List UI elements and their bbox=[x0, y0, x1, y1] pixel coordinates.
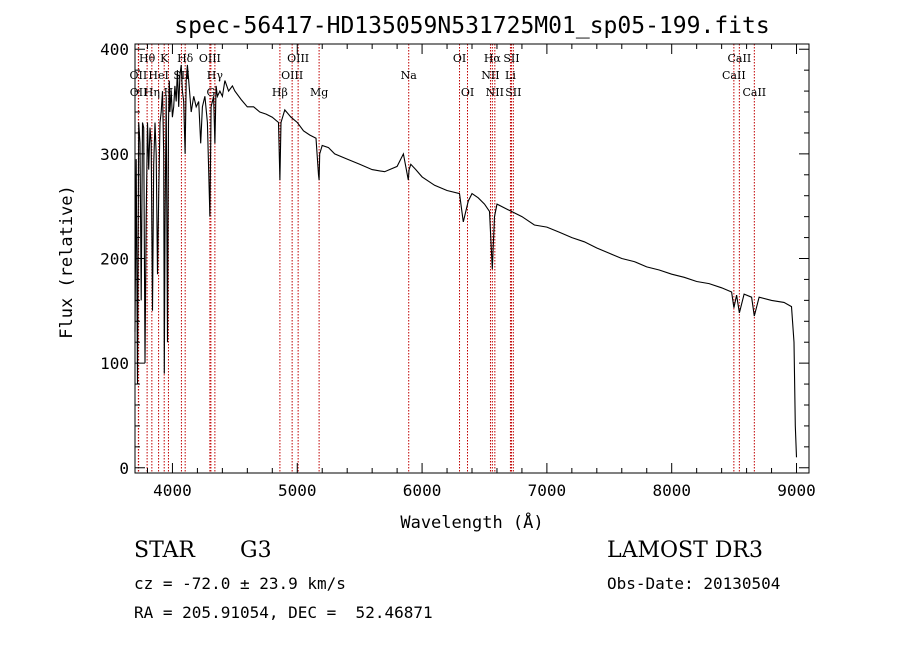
line-label: Hα bbox=[484, 52, 502, 65]
line-label: OI bbox=[453, 52, 466, 65]
y-tick-label: 300 bbox=[100, 145, 129, 164]
line-label: CaII bbox=[742, 86, 766, 99]
x-tick-label: 7000 bbox=[528, 481, 567, 500]
x-tick-label: 9000 bbox=[777, 481, 816, 500]
line-label: Hδ bbox=[177, 52, 194, 65]
line-label: SII bbox=[505, 86, 521, 99]
spectrum-line bbox=[134, 64, 798, 458]
y-tick-label: 100 bbox=[100, 354, 129, 373]
y-tick-label: 200 bbox=[100, 250, 129, 269]
object-class: STAR bbox=[134, 538, 195, 563]
line-label: CaII bbox=[722, 69, 746, 82]
x-tick-label: 4000 bbox=[153, 481, 192, 500]
line-label: Mg bbox=[310, 86, 328, 99]
x-tick-label: 6000 bbox=[403, 481, 442, 500]
y-tick-label: 0 bbox=[119, 459, 129, 478]
line-label: Hη bbox=[144, 86, 160, 99]
x-tick-label: 5000 bbox=[278, 481, 317, 500]
line-label: OIII bbox=[287, 52, 309, 65]
subclass: G3 bbox=[240, 538, 272, 563]
x-axis-label: Wavelength (Å) bbox=[400, 511, 543, 533]
y-tick-label: 400 bbox=[100, 40, 129, 59]
survey-name: LAMOST DR3 bbox=[607, 538, 763, 563]
line-label: Hθ bbox=[139, 52, 156, 65]
plot-frame bbox=[134, 43, 810, 474]
line-label: Hγ bbox=[207, 69, 224, 82]
line-label: OI bbox=[461, 86, 474, 99]
line-label: Na bbox=[401, 69, 418, 82]
y-axis-label: Flux (relative) bbox=[57, 185, 77, 339]
line-label: G bbox=[206, 86, 215, 99]
line-label: H bbox=[164, 86, 174, 99]
line-label: OIII bbox=[199, 52, 221, 65]
redshift: cz = -72.0 ± 23.9 km/s bbox=[134, 574, 346, 593]
line-label: Hβ bbox=[272, 86, 288, 99]
chart-title: spec-56417-HD135059N531725M01_sp05-199.f… bbox=[174, 13, 769, 39]
line-label: NII bbox=[486, 86, 504, 99]
line-label: SII bbox=[503, 52, 519, 65]
obs-date: Obs-Date: 20130504 bbox=[607, 574, 781, 593]
line-label: OII bbox=[130, 69, 148, 82]
line-label: OII bbox=[130, 86, 148, 99]
line-label: Li bbox=[505, 69, 516, 82]
coordinates: RA = 205.91054, DEC = 52.46871 bbox=[134, 603, 433, 622]
line-label: NII bbox=[481, 69, 499, 82]
line-label: HeI bbox=[148, 69, 168, 82]
spectral-line-labels: OII OII Hθ Hη HeI K H SII Hδ OIII Hγ G Hβ OIII OIII Mg N… bbox=[130, 52, 767, 99]
spectral-line-markers bbox=[137, 44, 755, 473]
line-label: OIII bbox=[281, 69, 303, 82]
line-label: K bbox=[160, 52, 169, 65]
x-axis: 4000 5000 6000 7000 8000 9000 bbox=[146, 44, 816, 500]
line-label: CaII bbox=[728, 52, 752, 65]
y-axis: 0 100 200 300 400 bbox=[100, 40, 809, 478]
x-tick-label: 8000 bbox=[652, 481, 691, 500]
